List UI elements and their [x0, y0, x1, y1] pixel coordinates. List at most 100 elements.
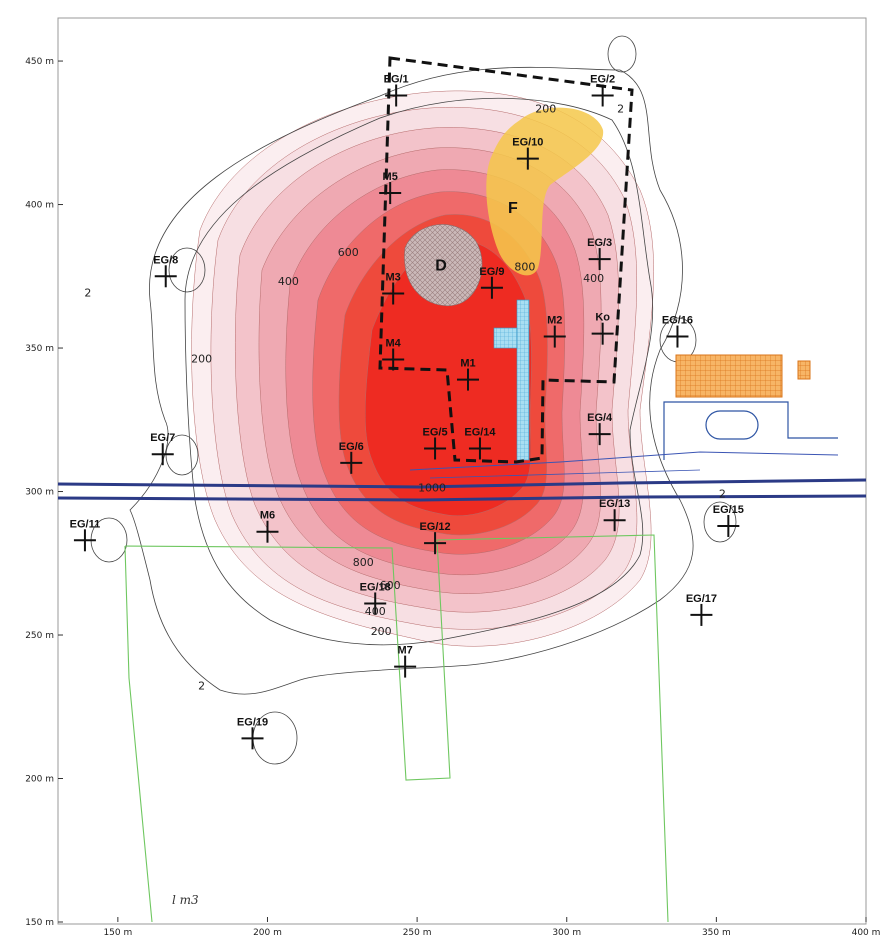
x-tick-label: 400 m — [852, 928, 880, 938]
well-marker[interactable]: EG/9 — [479, 266, 504, 299]
well-marker[interactable]: M4 — [382, 338, 405, 371]
well-marker[interactable]: EG/6 — [339, 441, 364, 474]
well-marker[interactable]: EG/14 — [464, 426, 496, 460]
area-label: F — [508, 200, 518, 217]
contour-local-1 — [168, 247, 206, 293]
well-label: EG/13 — [599, 498, 630, 510]
pipelines — [57, 451, 867, 502]
well-marker[interactable]: EG/5 — [423, 426, 448, 460]
well-marker[interactable]: Ko — [591, 312, 614, 345]
facility-outline — [663, 401, 838, 460]
y-tick-label: 350 m — [25, 344, 54, 354]
well-label: EG/1 — [384, 73, 409, 85]
x-tick-label: 150 m — [103, 928, 132, 938]
well-marker[interactable]: EG/2 — [590, 73, 615, 107]
well-label: M4 — [386, 338, 402, 350]
well-marker[interactable]: EG/13 — [599, 498, 630, 532]
contour-label: 2 — [617, 103, 624, 116]
y-tick-label: 450 m — [25, 57, 54, 67]
well-marker[interactable]: M1 — [456, 358, 479, 391]
well-marker[interactable]: EG/1 — [384, 73, 409, 107]
y-tick-label: 400 m — [25, 201, 54, 211]
well-marker[interactable]: M5 — [379, 171, 402, 205]
dashed-site-boundary — [378, 56, 634, 464]
contour-label: 400 — [365, 605, 386, 618]
well-marker[interactable]: M3 — [382, 272, 405, 305]
handwritten-note: l m3 — [172, 893, 199, 907]
well-marker[interactable]: EG/10 — [512, 137, 543, 170]
well-marker[interactable]: EG/3 — [587, 237, 612, 271]
well-marker[interactable]: EG/12 — [419, 521, 451, 555]
contour-outer-1 — [129, 66, 694, 695]
area-D-hatched — [404, 224, 483, 307]
well-label: EG/6 — [339, 441, 364, 453]
axes: 150 m 200 m 250 m 300 m 350 m 400 m 150 m 200 m… — [25, 57, 880, 938]
well-label: EG/3 — [587, 237, 612, 249]
well-marker[interactable]: EG/19 — [237, 716, 268, 750]
wells: EG/1 EG/2 EG/10 M5 EG/3 EG/8 M3 EG/9 M2 Ko EG/16 M4… — [70, 73, 744, 750]
y-tick-label: 200 m — [25, 775, 54, 785]
contour-label: 2 — [84, 286, 91, 299]
contour-label: 600 — [380, 579, 401, 592]
well-label: EG/9 — [479, 266, 504, 278]
well-label: EG/15 — [713, 504, 744, 516]
contour-label: 600 — [338, 246, 359, 259]
y-tick-label: 300 m — [25, 488, 54, 498]
tank-outline — [705, 410, 759, 440]
y-tick-label: 250 m — [25, 631, 54, 641]
x-tick-label: 300 m — [552, 928, 581, 938]
well-marker[interactable]: EG/8 — [153, 254, 178, 288]
well-label: EG/2 — [590, 73, 615, 85]
area-label: D — [435, 258, 447, 275]
y-tick-label: 150 m — [25, 918, 54, 928]
x-tick-label: 350 m — [702, 928, 731, 938]
contour-label: 400 — [278, 275, 299, 288]
well-label: EG/14 — [464, 426, 496, 438]
well-label: M6 — [260, 510, 275, 522]
well-label: EG/16 — [662, 315, 693, 327]
well-label: EG/10 — [512, 137, 543, 149]
well-label: EG/18 — [360, 581, 391, 593]
contour-label: 200 — [535, 103, 556, 116]
parcel-boundaries — [124, 534, 669, 923]
well-marker[interactable]: EG/7 — [150, 432, 175, 466]
well-label: M5 — [383, 171, 398, 183]
structure-blue — [493, 299, 530, 461]
well-label: M7 — [398, 645, 413, 657]
well-label: EG/12 — [419, 521, 450, 533]
well-label: Ko — [595, 312, 610, 324]
well-marker[interactable]: EG/17 — [686, 593, 717, 626]
well-label: EG/4 — [587, 412, 613, 424]
contour-label: 800 — [514, 261, 535, 274]
well-label: EG/19 — [237, 716, 268, 728]
contour-label: 2 — [198, 680, 205, 693]
well-marker[interactable]: M6 — [256, 510, 279, 543]
contour-local-6 — [607, 35, 637, 73]
x-tick-label: 250 m — [403, 928, 432, 938]
well-marker[interactable]: EG/11 — [70, 518, 101, 552]
well-label: EG/11 — [70, 518, 101, 530]
contour-label: 1000 — [418, 482, 446, 495]
well-label: EG/7 — [150, 432, 175, 444]
x-tick-label: 200 m — [253, 928, 282, 938]
well-marker[interactable]: EG/4 — [587, 412, 613, 446]
well-label: EG/8 — [153, 254, 178, 266]
well-label: EG/5 — [423, 426, 448, 438]
well-marker[interactable]: M7 — [394, 645, 417, 678]
well-label: M3 — [386, 272, 401, 284]
well-marker[interactable]: M2 — [543, 315, 566, 348]
contour-value-labels: 2 200 400 600 200 2 400 800 1000 800 600 400 200 2 2 — [84, 103, 725, 693]
contour-label: 200 — [191, 352, 212, 365]
area-F-yellow — [486, 107, 604, 276]
contour-label: 200 — [371, 625, 392, 638]
contour-label: 800 — [353, 556, 374, 569]
well-marker[interactable]: EG/16 — [662, 315, 693, 348]
contour-local-7 — [703, 501, 737, 543]
building-orange-small — [797, 360, 811, 380]
area-labels: DF — [435, 200, 518, 274]
well-marker[interactable]: EG/18 — [360, 581, 391, 615]
well-marker[interactable]: EG/15 — [713, 504, 744, 537]
contour-label: 400 — [583, 272, 604, 285]
well-label: EG/17 — [686, 593, 717, 605]
